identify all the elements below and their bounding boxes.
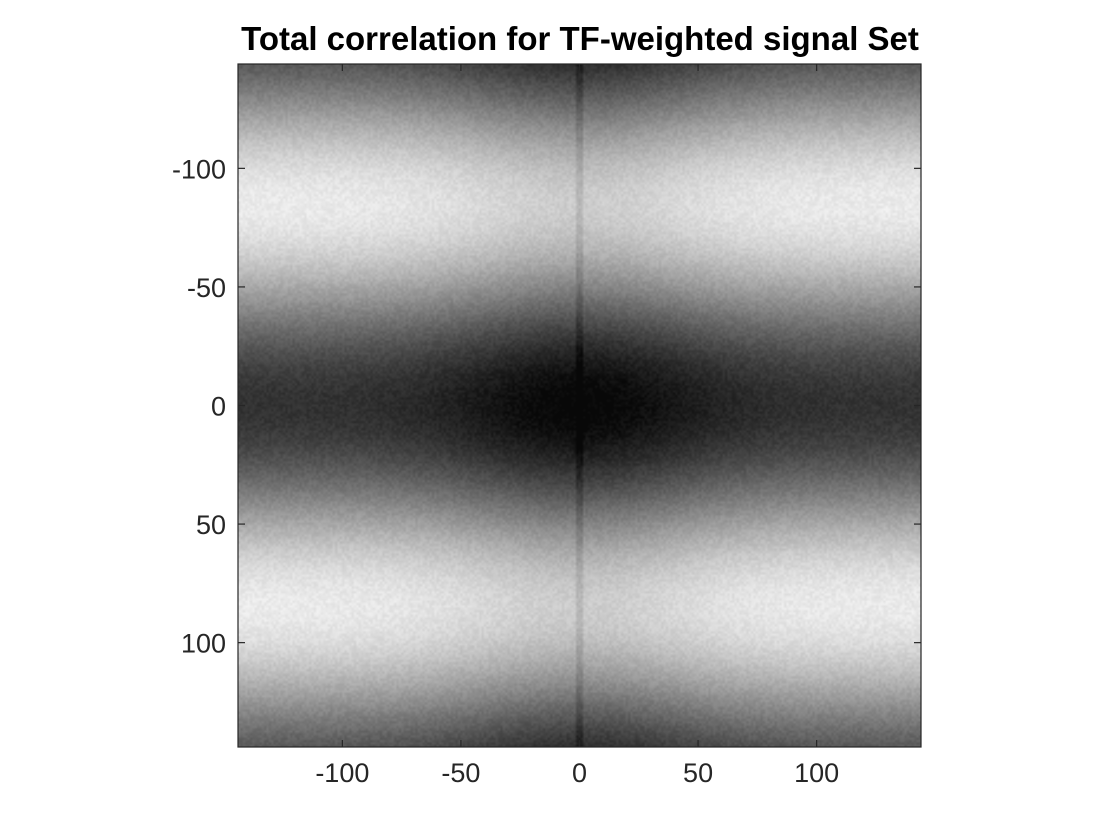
heatmap-image (238, 64, 921, 747)
y-tick-label: 100 (181, 629, 226, 659)
x-tick-label: 50 (683, 758, 713, 788)
x-tick-label: 100 (794, 758, 839, 788)
y-tick-label: 0 (211, 392, 226, 422)
chart-title: Total correlation for TF-weighted signal… (241, 20, 919, 57)
x-axis: -100 -50 0 50 100 (315, 64, 839, 788)
y-axis: -100 -50 0 50 100 (172, 154, 921, 659)
plot-area (237, 63, 922, 748)
x-tick-label: -100 (315, 758, 369, 788)
y-tick-label: 50 (196, 510, 226, 540)
y-tick-label: -50 (187, 273, 226, 303)
y-tick-label: -100 (172, 154, 226, 184)
x-tick-label: -50 (441, 758, 480, 788)
x-tick-label: 0 (572, 758, 587, 788)
